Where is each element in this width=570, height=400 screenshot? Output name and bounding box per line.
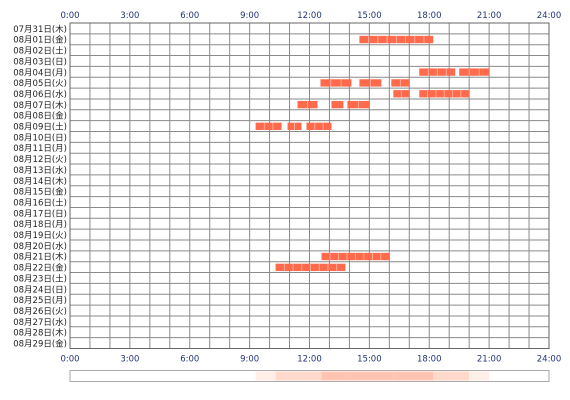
summary-bar-segment xyxy=(349,372,393,381)
date-label: 08月10日(日) xyxy=(13,133,67,143)
activity-segment xyxy=(320,79,351,86)
date-label: 08月29日(金) xyxy=(13,339,67,350)
summary-bar-segment xyxy=(256,372,276,381)
date-label: 08月28日(木) xyxy=(13,328,67,339)
date-label: 08月16日(土) xyxy=(13,197,67,208)
date-label: 08月02日(土) xyxy=(13,46,67,57)
date-label: 08月11日(月) xyxy=(13,144,67,154)
top-hour-label: 3:00 xyxy=(120,11,139,21)
date-label: 08月03日(日) xyxy=(13,57,67,67)
top-hour-label: 15:00 xyxy=(357,11,382,21)
bottom-hour-label: 3:00 xyxy=(120,355,139,365)
date-label: 08月01日(金) xyxy=(13,35,67,46)
top-hour-label: 12:00 xyxy=(297,11,322,21)
date-label: 08月27日(水) xyxy=(13,317,67,328)
date-label: 08月21日(木) xyxy=(13,252,67,263)
bottom-hour-label: 0:00 xyxy=(60,355,79,365)
bottom-hour-label: 24:00 xyxy=(537,355,562,365)
date-label: 08月08日(金) xyxy=(13,111,67,122)
date-label: 08月07日(木) xyxy=(13,100,67,111)
bottom-hour-label: 6:00 xyxy=(180,355,199,365)
summary-bar-segment xyxy=(276,372,298,381)
top-hour-label: 24:00 xyxy=(537,11,562,21)
date-label: 08月09日(土) xyxy=(13,122,67,133)
date-label: 08月18日(月) xyxy=(13,220,67,230)
date-label: 08月12日(火) xyxy=(13,155,67,165)
activity-segment xyxy=(459,68,489,75)
date-label: 07月31日(木) xyxy=(13,24,67,35)
summary-bar-segment xyxy=(393,372,433,381)
bottom-hour-label: 12:00 xyxy=(297,355,322,365)
date-axis: 07月31日(木)08月01日(金)08月02日(土)08月03日(日)08月0… xyxy=(13,24,67,350)
top-hour-label: 18:00 xyxy=(417,11,442,21)
date-label: 08月22日(金) xyxy=(13,263,67,274)
top-hour-label: 9:00 xyxy=(240,11,259,21)
date-label: 08月25日(月) xyxy=(13,296,67,306)
date-label: 08月20日(水) xyxy=(13,241,67,252)
date-label: 08月24日(日) xyxy=(13,285,67,295)
date-label: 08月17日(日) xyxy=(13,209,67,219)
date-label: 08月23日(土) xyxy=(13,273,67,284)
top-hour-label: 0:00 xyxy=(60,11,79,21)
bottom-hour-label: 18:00 xyxy=(417,355,442,365)
top-hour-label: 21:00 xyxy=(477,11,502,21)
activity-segment xyxy=(307,123,332,130)
bottom-hour-label: 9:00 xyxy=(240,355,259,365)
activity-segment xyxy=(256,123,282,130)
date-label: 08月14日(木) xyxy=(13,176,67,187)
top-hour-label: 6:00 xyxy=(180,11,199,21)
date-label: 08月06日(水) xyxy=(13,89,67,100)
date-label: 08月15日(金) xyxy=(13,187,67,198)
bottom-hour-axis: 0:00 3:00 6:00 9:00 12:00 15:00 18:00 21:00 24:0… xyxy=(60,355,561,365)
summary-bar-segment xyxy=(469,372,489,381)
date-label: 08月13日(水) xyxy=(13,165,67,176)
date-label: 08月26日(火) xyxy=(13,307,67,317)
summary-bar-segment xyxy=(321,372,349,381)
bottom-hour-label: 21:00 xyxy=(477,355,502,365)
bottom-hour-label: 15:00 xyxy=(357,355,382,365)
date-label: 08月19日(火) xyxy=(13,231,67,241)
date-label: 08月04日(月) xyxy=(13,68,67,78)
summary-bar-segment xyxy=(433,372,469,381)
summary-bar xyxy=(70,371,549,382)
summary-bar-segment xyxy=(298,372,322,381)
activity-segment xyxy=(331,101,343,108)
top-hour-axis: 0:00 3:00 6:00 9:00 12:00 15:00 18:00 21:00 24:0… xyxy=(60,11,561,21)
date-label: 08月05日(火) xyxy=(13,79,67,89)
